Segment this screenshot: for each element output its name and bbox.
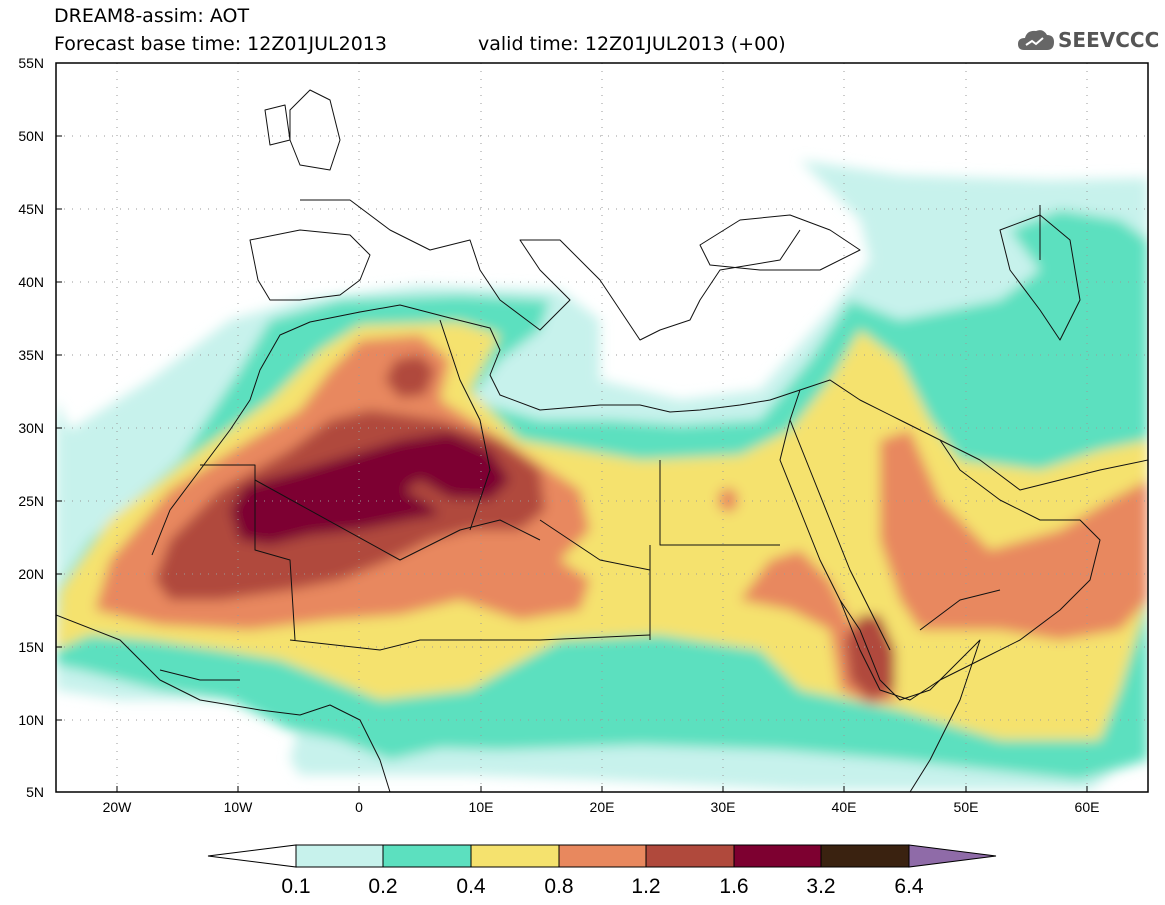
lat-label: 50N xyxy=(18,128,44,144)
lat-label: 45N xyxy=(18,201,44,217)
aot-1.6-region xyxy=(230,432,510,545)
aot-1.2-region xyxy=(385,355,435,398)
lat-label: 25N xyxy=(18,493,44,509)
lat-label: 40N xyxy=(18,274,44,290)
lat-label: 30N xyxy=(18,420,44,436)
lon-label: 10E xyxy=(469,799,494,815)
lon-label: 20E xyxy=(590,799,615,815)
lon-label: 20W xyxy=(103,799,133,815)
axis-ticks xyxy=(56,135,1088,792)
lon-label: 50E xyxy=(954,799,979,815)
lat-label: 5N xyxy=(26,784,44,800)
coastlines xyxy=(56,89,1148,792)
lon-label: 60E xyxy=(1075,799,1100,815)
lon-label: 30E xyxy=(711,799,736,815)
map-title: DREAM8-assim: AOT xyxy=(54,5,250,27)
lon-label: 10W xyxy=(224,799,254,815)
forecast-base-time: Forecast base time: 12Z01JUL2013 xyxy=(54,33,387,55)
lat-label: 15N xyxy=(18,639,44,655)
lat-label: 20N xyxy=(18,566,44,582)
lat-label: 35N xyxy=(18,347,44,363)
aot-1.2-region xyxy=(845,615,895,700)
aot-field xyxy=(56,63,1148,792)
cloud-icon xyxy=(1018,30,1054,50)
aot-0.8-region xyxy=(880,430,1148,640)
valid-time: valid time: 12Z01JUL2013 (+00) xyxy=(478,33,786,55)
seevccc-logo: SEEVCCC xyxy=(1058,28,1160,52)
lon-label: 40E xyxy=(832,799,857,815)
aot-0.8-region xyxy=(718,488,738,512)
lon-label: 0 xyxy=(355,799,363,815)
lat-label: 55N xyxy=(18,55,44,71)
lat-label: 10N xyxy=(18,712,44,728)
